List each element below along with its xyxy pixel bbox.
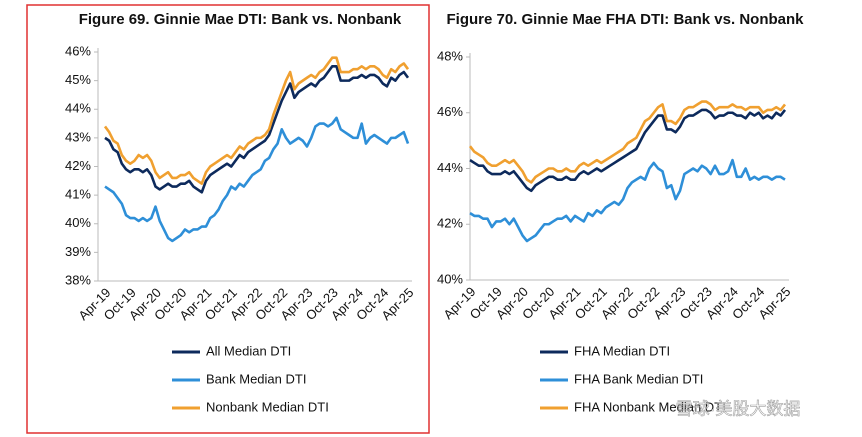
y-tick-label: 46% [65, 43, 91, 58]
y-tick-label: 42% [437, 216, 463, 231]
y-tick-label: 45% [65, 72, 91, 87]
legend-label: All Median DTI [206, 343, 291, 358]
y-tick-label: 44% [437, 160, 463, 175]
y-tick-label: 41% [65, 187, 91, 202]
legend-label: FHA Nonbank Median DTI [574, 399, 726, 414]
series-line [104, 116, 410, 243]
y-tick-label: 48% [437, 48, 463, 63]
series-line [468, 100, 787, 184]
chart-title: Figure 69. Ginnie Mae DTI: Bank vs. Nonb… [79, 11, 402, 28]
highlight-box [26, 4, 430, 434]
legend-label: FHA Median DTI [574, 343, 670, 358]
series-line [469, 158, 786, 243]
y-tick-label: 46% [437, 104, 463, 119]
watermark: 雪球·美股大数据 [676, 399, 801, 418]
chart-title: Figure 70. Ginnie Mae FHA DTI: Bank vs. … [446, 11, 804, 28]
legend-label: Bank Median DTI [206, 371, 306, 386]
y-tick-label: 40% [65, 215, 91, 230]
y-tick-label: 39% [65, 244, 91, 259]
y-tick-label: 43% [65, 129, 91, 144]
series-line [469, 108, 787, 193]
y-tick-label: 42% [65, 158, 91, 173]
legend-label: Nonbank Median DTI [206, 399, 329, 414]
series-line [104, 65, 410, 194]
legend-label: FHA Bank Median DTI [574, 371, 703, 386]
y-tick-label: 40% [437, 271, 463, 286]
series-line [103, 56, 410, 185]
y-tick-label: 44% [65, 101, 91, 116]
y-tick-label: 38% [65, 272, 91, 287]
